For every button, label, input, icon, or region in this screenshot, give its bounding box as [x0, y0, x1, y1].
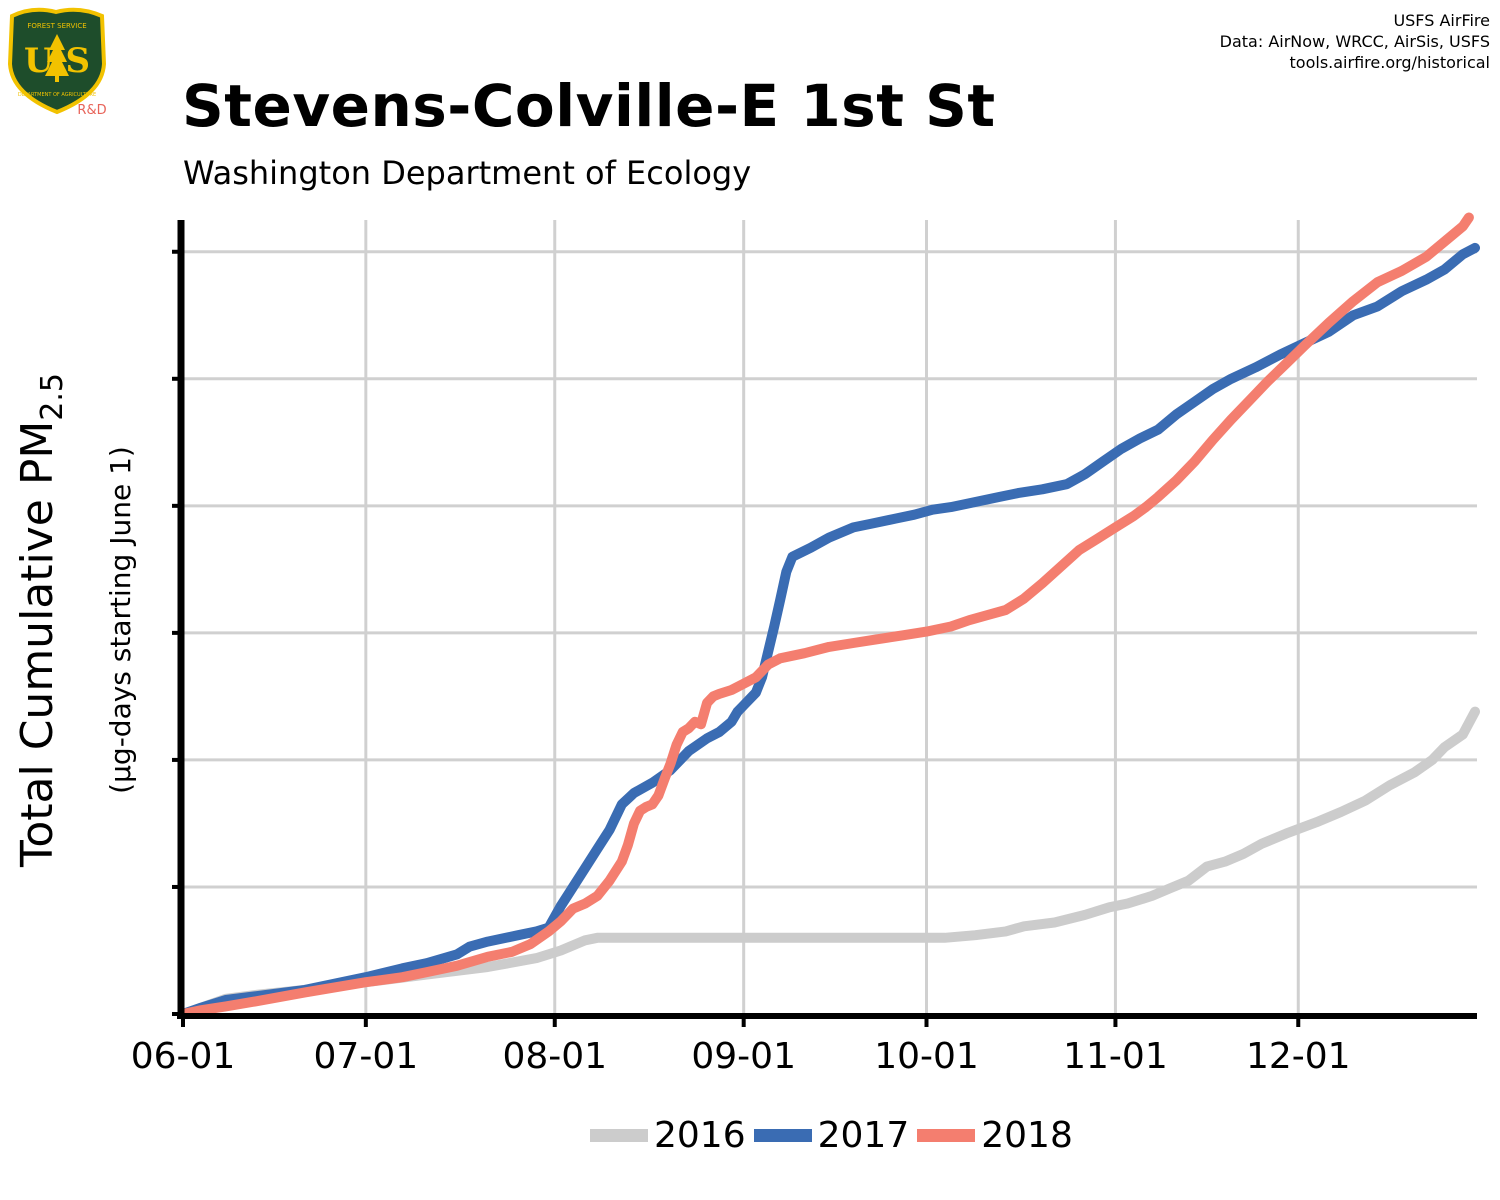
- page-title: Stevens-Colville-E 1st St: [182, 72, 996, 140]
- credits-line-3: tools.airfire.org/historical: [1289, 53, 1490, 72]
- axis-ticks: 06-01 07-01 08-01 09-01 10-01 11-01 12-01: [131, 249, 1351, 1077]
- usfs-shield-icon: FOREST SERVICE U S DEPARTMENT OF AGRICUL…: [7, 7, 107, 118]
- x-tick-label: 07-01: [314, 1036, 419, 1077]
- x-tick-label: 06-01: [131, 1036, 236, 1077]
- x-tick-label: 12-01: [1246, 1036, 1351, 1077]
- grid-lines: [183, 220, 1477, 1014]
- logo-top-text: FOREST SERVICE: [27, 22, 86, 30]
- x-tick-label: 08-01: [502, 1036, 607, 1077]
- y-axis-units: (µg-days starting June 1): [104, 446, 137, 794]
- legend-swatch: [753, 1128, 812, 1142]
- usfs-logo: FOREST SERVICE U S DEPARTMENT OF AGRICUL…: [6, 6, 112, 118]
- legend-swatch: [917, 1128, 976, 1142]
- x-tick-label: 11-01: [1063, 1036, 1168, 1077]
- legend-label: 2016: [654, 1114, 746, 1156]
- tree-icon: [45, 34, 69, 76]
- legend-label: 2018: [981, 1114, 1073, 1156]
- y-axis-label-subscript: 2.5: [35, 373, 70, 421]
- credits-line-2: Data: AirNow, WRCC, AirSis, USFS: [1219, 32, 1490, 51]
- x-tick-label: 10-01: [874, 1036, 979, 1077]
- series-line-2016: [178, 706, 1480, 1019]
- series-lines: [178, 212, 1480, 1019]
- logo-bottom-text: DEPARTMENT OF AGRICULTURE: [18, 92, 96, 98]
- y-axis-label: Total Cumulative PM2.5: [12, 373, 70, 868]
- logo-badge: R&D: [77, 103, 106, 118]
- x-tick-label: 09-01: [691, 1036, 796, 1077]
- credits: USFS AirFire Data: AirNow, WRCC, AirSis,…: [1220, 10, 1490, 73]
- series-line-2018: [178, 212, 1474, 1019]
- legend: 2016 2017 2018: [590, 1113, 1081, 1157]
- series-line-2017: [178, 242, 1480, 1019]
- credits-line-1: USFS AirFire: [1393, 11, 1490, 30]
- legend-label: 2017: [817, 1114, 910, 1156]
- legend-item-2018: 2018: [917, 1115, 1073, 1156]
- legend-item-2016: 2016: [590, 1115, 746, 1156]
- legend-item-2017: 2017: [753, 1114, 910, 1156]
- legend-swatch: [590, 1128, 648, 1142]
- page-subtitle: Washington Department of Ecology: [183, 154, 752, 192]
- axes: [177, 220, 1477, 1019]
